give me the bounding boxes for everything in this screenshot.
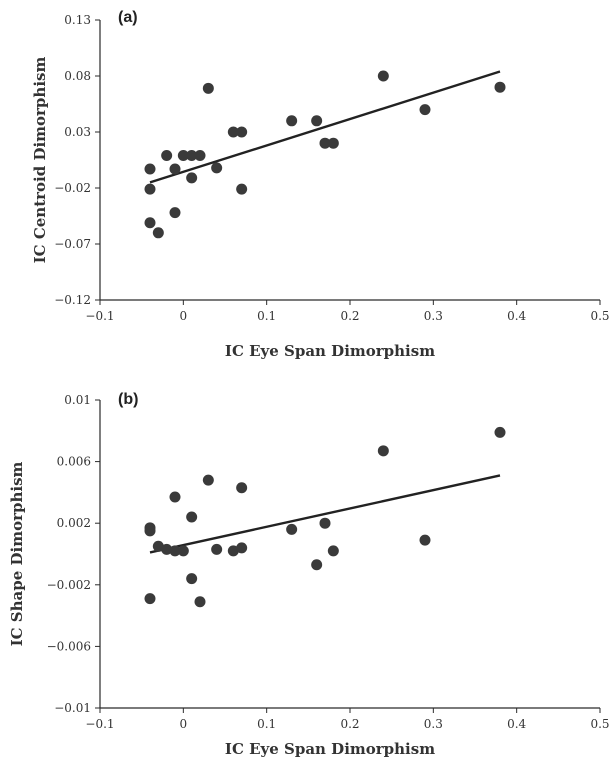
x-tick-label: 0.4: [507, 717, 526, 731]
y-tick-label: 0.002: [57, 516, 91, 530]
y-tick-label: −0.006: [47, 639, 91, 653]
data-point: [419, 104, 431, 116]
data-point: [186, 150, 198, 162]
y-axis-title: IC Centroid Dimorphism: [31, 57, 49, 264]
data-point: [236, 542, 248, 554]
x-tick-label: 0.4: [507, 309, 526, 323]
data-point: [186, 573, 198, 585]
data-point: [236, 126, 248, 138]
y-tick-label: −0.02: [54, 181, 91, 195]
data-point: [152, 540, 164, 552]
data-point: [286, 523, 298, 535]
data-point: [236, 183, 248, 195]
data-point: [186, 172, 198, 184]
y-tick-label: 0.08: [64, 69, 91, 83]
data-point: [202, 474, 214, 486]
x-tick-label: 0.5: [590, 717, 609, 731]
y-tick-label: −0.12: [54, 293, 91, 307]
data-point: [377, 70, 389, 82]
panel-label: (a): [118, 9, 138, 26]
x-tick-label: 0.3: [424, 717, 443, 731]
y-axis-title: IC Shape Dimorphism: [8, 461, 26, 646]
y-tick-label: 0.03: [64, 125, 91, 139]
data-point: [161, 543, 173, 555]
x-tick-label: −0.1: [85, 309, 114, 323]
data-point: [202, 82, 214, 94]
x-axis-title: IC Eye Span Dimorphism: [225, 740, 435, 758]
data-point: [144, 217, 156, 229]
data-point: [327, 545, 339, 557]
data-point: [286, 115, 298, 127]
data-point: [177, 545, 189, 557]
x-tick-label: 0.5: [590, 309, 609, 323]
data-point: [211, 162, 223, 174]
y-tick-label: −0.01: [54, 701, 91, 715]
data-point: [144, 593, 156, 605]
data-point: [311, 115, 323, 127]
data-point: [169, 491, 181, 503]
y-tick-label: −0.07: [54, 237, 91, 251]
x-axis-title: IC Eye Span Dimorphism: [225, 342, 435, 360]
data-point: [144, 525, 156, 537]
x-tick-label: 0: [180, 717, 188, 731]
data-point: [319, 517, 331, 529]
data-point: [152, 227, 164, 239]
y-tick-label: 0.13: [64, 13, 91, 27]
data-point: [169, 163, 181, 175]
data-point: [319, 137, 331, 149]
panel-b: −0.1 0 0.1 0.2 0.3 0.4 0.5 0.01 0.006 0.002 −0.002…: [8, 391, 610, 758]
trend-line: [149, 474, 501, 554]
x-tick-label: 0.2: [340, 309, 359, 323]
data-point: [377, 445, 389, 457]
data-point: [169, 207, 181, 219]
data-point: [194, 596, 206, 608]
data-point: [494, 81, 506, 93]
data-point: [194, 150, 206, 162]
trend-line: [149, 70, 501, 184]
data-point: [236, 482, 248, 494]
data-point: [227, 126, 239, 138]
data-point: [177, 150, 189, 162]
y-tick-label: 0.006: [57, 455, 91, 469]
data-point: [186, 511, 198, 523]
data-point: [144, 183, 156, 195]
x-tick-label: 0: [180, 309, 188, 323]
y-tick-label: 0.01: [64, 393, 91, 407]
data-point: [169, 545, 181, 557]
x-tick-label: −0.1: [85, 717, 114, 731]
x-tick-label: 0.2: [340, 717, 359, 731]
data-point: [311, 559, 323, 571]
data-point: [227, 545, 239, 557]
data-point: [419, 534, 431, 546]
panel-label: (b): [118, 391, 138, 408]
x-tick-label: 0.1: [257, 717, 276, 731]
panel-a: −0.1 0 0.1 0.2 0.3 0.4 0.5 0.13 0.08 0.03 −0.02 −0.…: [31, 9, 610, 360]
x-tick-label: 0.1: [257, 309, 276, 323]
y-tick-label: −0.002: [47, 578, 91, 592]
data-point: [327, 137, 339, 149]
data-point: [161, 150, 173, 162]
data-point: [211, 543, 223, 555]
data-point: [494, 426, 506, 438]
x-tick-label: 0.3: [424, 309, 443, 323]
data-point: [144, 163, 156, 175]
